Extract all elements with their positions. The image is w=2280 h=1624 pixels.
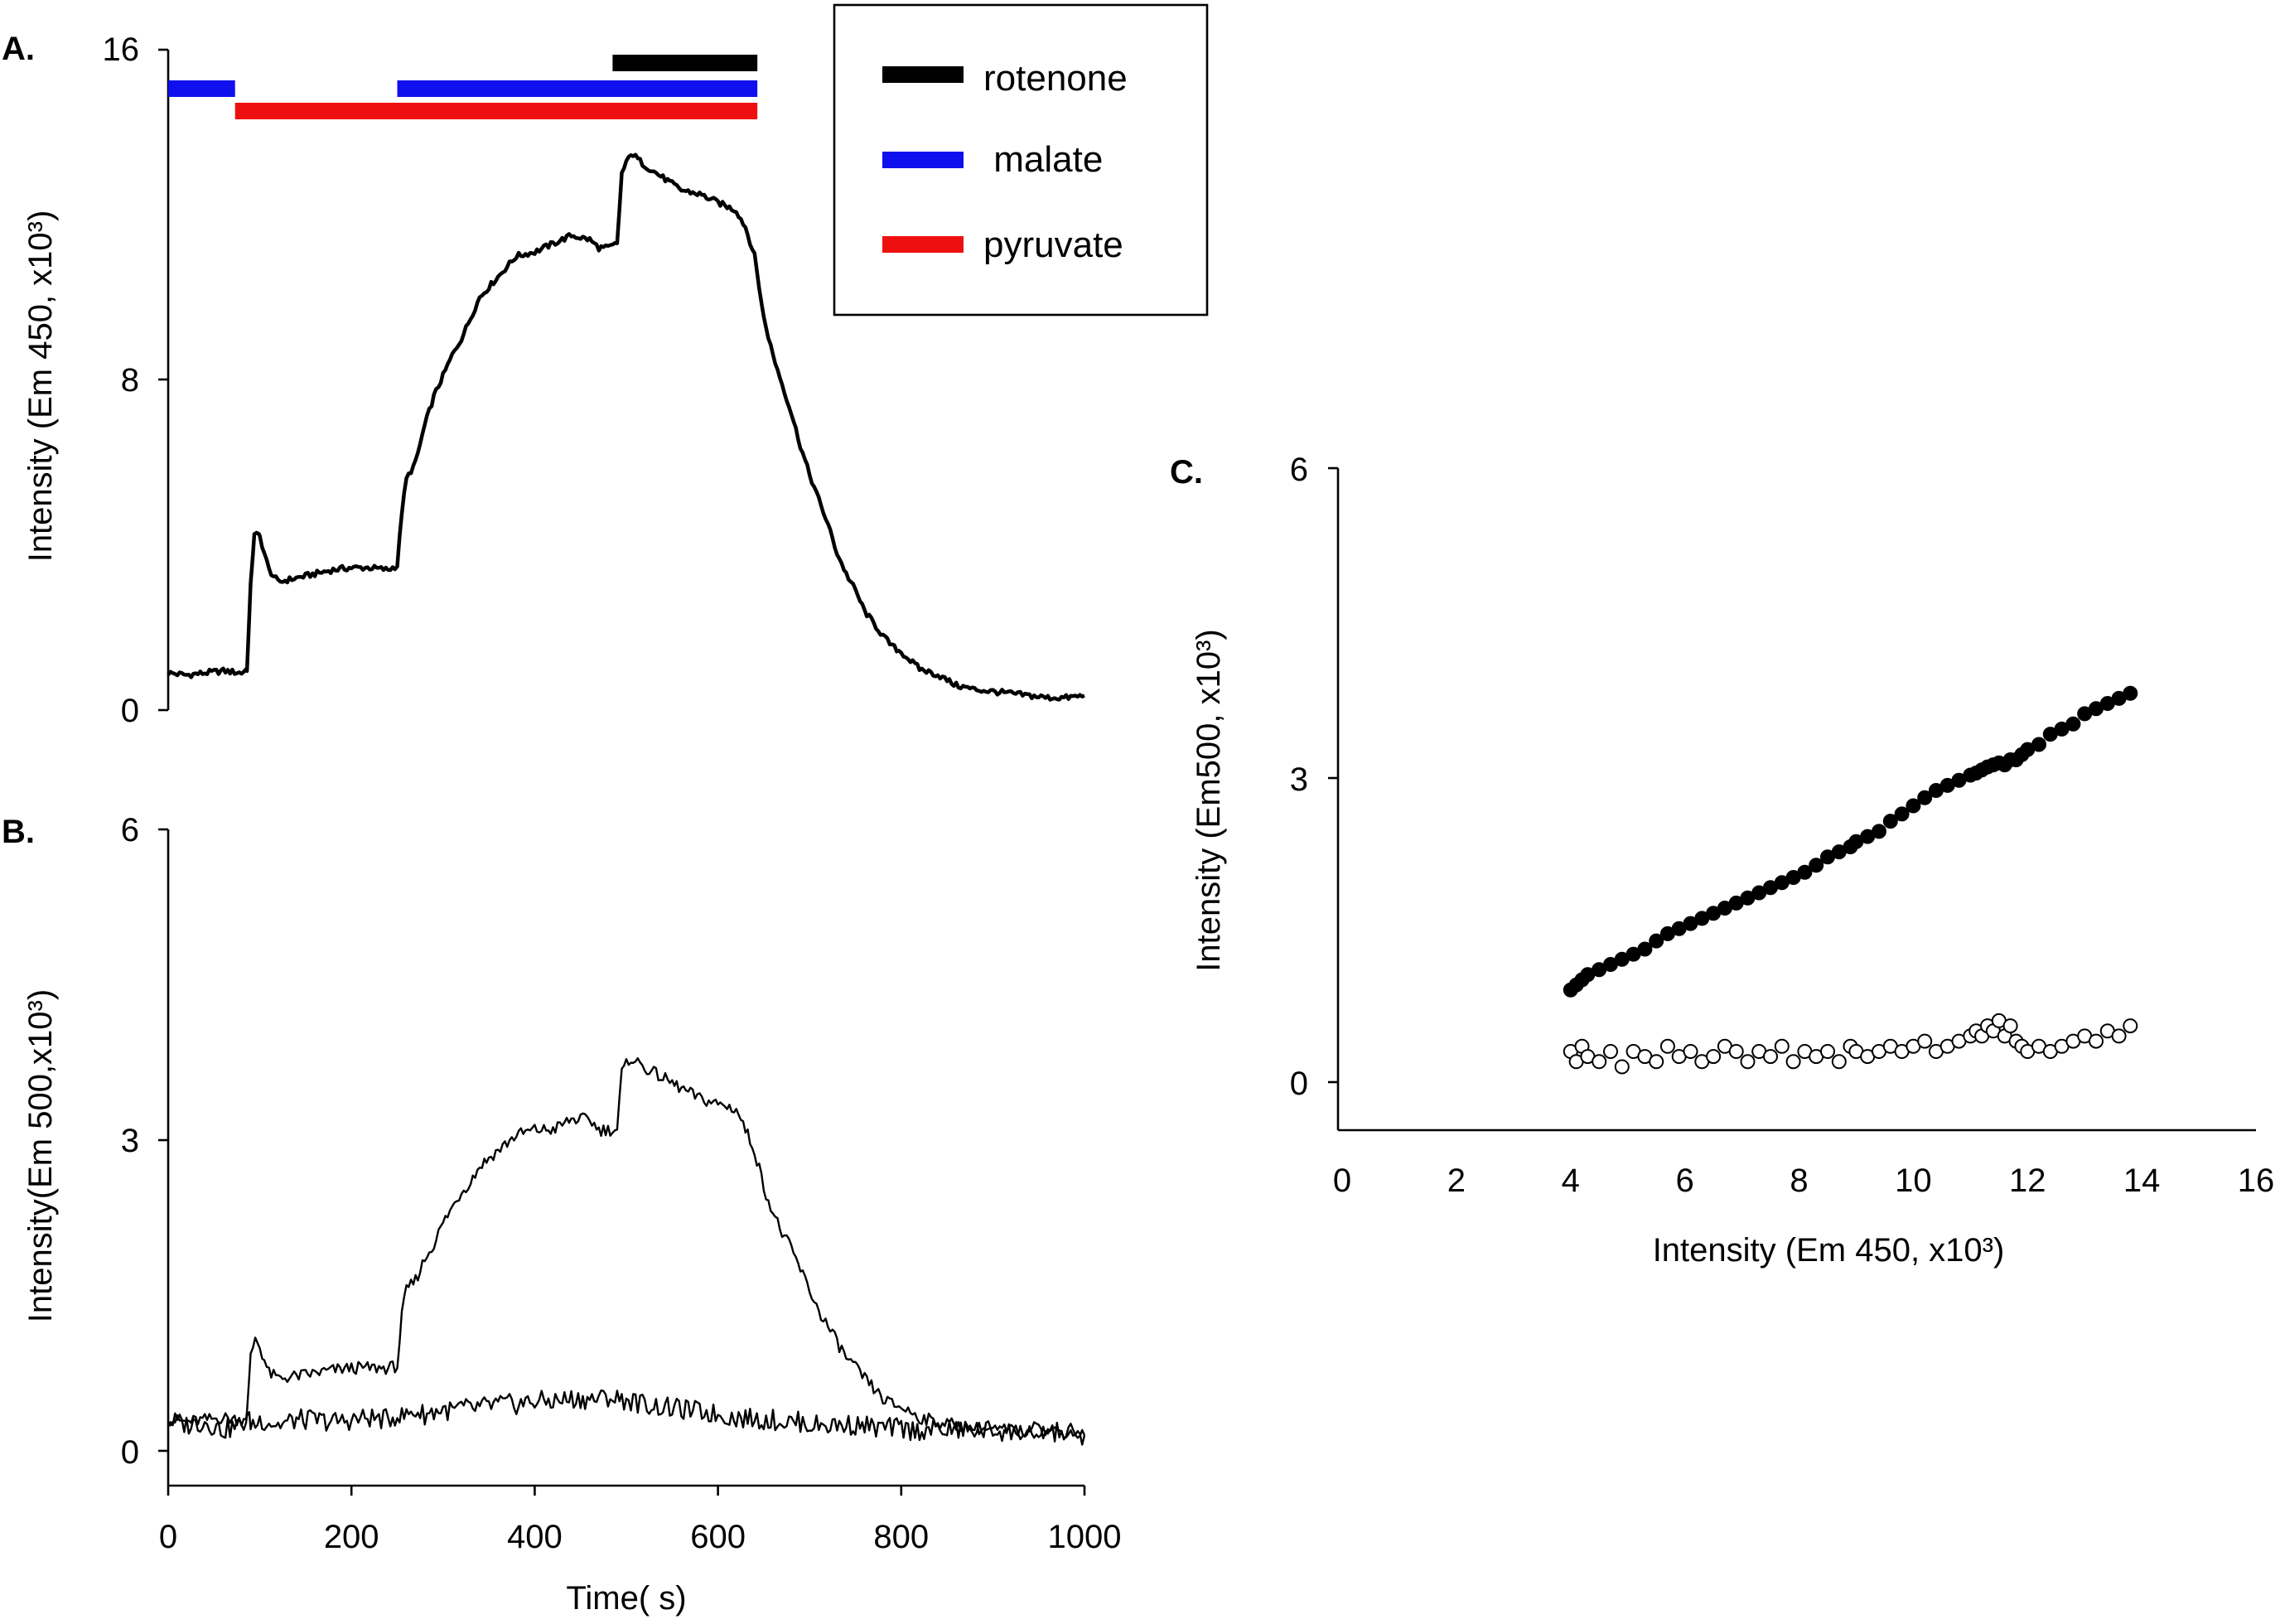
em500-trace-2: [167, 1389, 1086, 1446]
filled-point: [1882, 814, 1898, 829]
filled-point: [1906, 798, 1921, 814]
panel-a-y-tick-label: 8: [121, 362, 139, 399]
open-point: [2123, 1018, 2138, 1034]
legend-label-pyruvate: pyruvate: [983, 225, 1123, 265]
panel-a-y-axis-label: Intensity (Em 450, x10³): [22, 210, 59, 563]
panel-b-x-tick-label: 1000: [1048, 1519, 1122, 1555]
panel-b-x-tick-label: 600: [690, 1519, 746, 1555]
open-point: [1659, 1038, 1675, 1054]
panel-c-x-tick-label: 6: [1676, 1162, 1694, 1199]
panel-b-y-tick-label: 6: [121, 812, 139, 848]
panel-c-x-tick-label: 8: [1790, 1162, 1808, 1199]
legend: rotenone malate pyruvate: [833, 3, 1209, 317]
open-point: [1763, 1049, 1778, 1065]
open-point: [2089, 1033, 2104, 1049]
panel-c-x-tick-label: 16: [2238, 1162, 2275, 1199]
open-point: [1592, 1054, 1607, 1070]
panel-c-x-tick-label: 4: [1562, 1162, 1580, 1199]
filled-point: [1797, 864, 1813, 880]
panel-b-x-tick-label: 200: [324, 1519, 379, 1555]
legend-label-rotenone: rotenone: [983, 58, 1128, 99]
open-point: [1774, 1038, 1790, 1054]
panel-c-x-tick-label: 0: [1333, 1162, 1351, 1199]
open-point: [1649, 1054, 1664, 1070]
panel-c-x-tick-label: 10: [1895, 1162, 1932, 1199]
panel-a-label: A.: [2, 31, 35, 67]
panel-c-x-axis-label: Intensity (Em 450, x10³): [1653, 1232, 2005, 1269]
panel-c-x-tick-label: 2: [1447, 1162, 1466, 1199]
open-point: [1820, 1044, 1835, 1059]
legend-swatch-rotenone: [882, 66, 964, 83]
open-point: [1603, 1044, 1618, 1059]
open-point: [1831, 1054, 1847, 1070]
open-point: [1740, 1054, 1756, 1070]
panel-c-y-tick-label: 0: [1290, 1066, 1308, 1102]
filled-point: [1917, 790, 1933, 805]
filled-point: [1872, 824, 1886, 839]
treatment-bars: [168, 55, 758, 119]
panel-b-x-tick-label: 0: [159, 1519, 177, 1555]
em450-trace: [167, 152, 1085, 702]
filled-point: [2065, 716, 2081, 732]
filled-point: [2031, 737, 2046, 752]
filled-point: [1637, 941, 1653, 957]
open-point: [1706, 1049, 1722, 1065]
panel-c-y-tick-label: 3: [1290, 761, 1308, 798]
scatter-points: [1563, 685, 2138, 1075]
panel-a-y-tick-label: 16: [103, 31, 140, 68]
open-point: [1785, 1054, 1801, 1070]
panel-b-x-axis-label: Time( s): [566, 1580, 686, 1617]
panel-b: B. 0 200 400 600 800 1000 6 3 0 Intensity(Em …: [2, 812, 1121, 1617]
panel-b-label: B.: [2, 814, 35, 850]
panel-c-x-ticks: 0 2 4 6 8 10 12 14 16: [1333, 1162, 2274, 1199]
panel-c-y-tick-label: 6: [1290, 452, 1308, 488]
open-point: [1917, 1033, 1933, 1049]
panel-c-x-tick-label: 12: [2009, 1162, 2046, 1199]
open-point: [1728, 1044, 1744, 1059]
panel-b-y-tick-label: 0: [121, 1434, 139, 1471]
panel-c-y-axis-label: Intensity (Em500, x10³): [1191, 629, 1227, 972]
filled-point: [1809, 858, 1824, 873]
panel-b-y-tick-label: 3: [121, 1123, 139, 1159]
panel-b-x-ticks: 0 200 400 600 800 1000: [159, 1486, 1122, 1555]
bar-malate: [168, 80, 235, 97]
panel-b-x-tick-label: 800: [873, 1519, 929, 1555]
panel-a: A. 16 8 0 Intensity (Em 450, x10³) roten…: [2, 3, 1209, 729]
open-point: [2111, 1028, 2127, 1044]
open-point: [1614, 1059, 1630, 1075]
bar-malate: [397, 80, 758, 97]
panel-c: C. 0 2 4 6 8 10 12 14 16 6 3 0 Intensity (Em500,…: [1170, 452, 2274, 1269]
open-point: [1683, 1044, 1698, 1059]
filled-point: [1649, 933, 1664, 949]
panel-c-label: C.: [1170, 454, 1203, 491]
legend-label-malate: malate: [983, 139, 1103, 180]
filled-point: [2123, 685, 2138, 701]
legend-swatch-malate: [882, 152, 964, 168]
panel-a-y-tick-label: 0: [121, 693, 139, 729]
panel-c-x-tick-label: 14: [2123, 1162, 2161, 1199]
panel-b-y-axis-label: Intensity(Em 500,x10³): [22, 989, 59, 1322]
filled-point: [1894, 806, 1910, 822]
legend-swatch-pyruvate: [882, 236, 964, 253]
em500-trace-1: [167, 1057, 1086, 1439]
bar-rotenone: [612, 55, 758, 71]
bar-pyruvate: [234, 103, 758, 119]
open-point: [2002, 1018, 2018, 1034]
panel-b-x-tick-label: 400: [507, 1519, 563, 1555]
